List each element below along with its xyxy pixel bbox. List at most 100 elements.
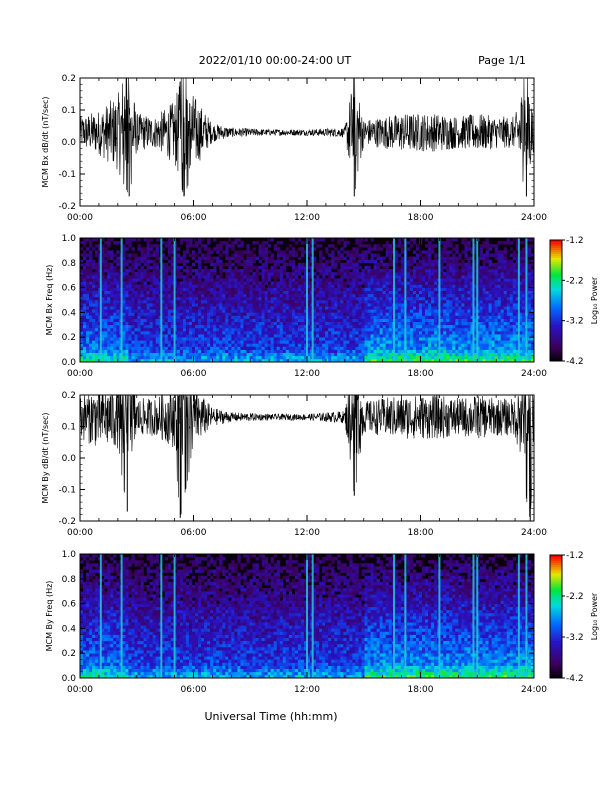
spectrogram-cell: [415, 265, 420, 270]
spectrogram-cell: [446, 256, 450, 260]
spectrogram-cell: [179, 355, 184, 360]
spectrogram-cell: [137, 315, 141, 319]
spectrogram-cell: [104, 241, 108, 245]
spectrogram-cell: [134, 287, 138, 291]
spectrogram-cell: [122, 293, 126, 298]
spectrogram-cell: [161, 300, 166, 304]
spectrogram-cell: [346, 281, 350, 285]
spectrogram-cell: [270, 355, 275, 360]
spectrogram-cell: [249, 290, 253, 295]
spectrogram-cell: [234, 278, 238, 282]
spectrogram-cell: [185, 284, 190, 288]
spectrogram-cell: [167, 278, 172, 282]
spectrogram-cell: [176, 247, 181, 251]
spectrogram-cell: [455, 269, 459, 273]
dbdt-series-line: [79, 77, 535, 196]
spectrogram-cell: [291, 315, 296, 319]
spectrogram-cell: [222, 334, 226, 338]
spectrogram-cell: [225, 253, 229, 257]
spectrogram-cell: [143, 337, 147, 341]
spectrogram-cell: [207, 269, 211, 273]
spectrogram-cell: [452, 346, 456, 350]
spectrogram-cell: [288, 238, 293, 242]
spectrogram-cell: [373, 259, 377, 264]
spectrogram-cell: [243, 303, 247, 307]
spectrogram-cell: [276, 318, 281, 322]
spectrogram-cell: [252, 265, 256, 270]
spectrogram-cell: [182, 340, 187, 344]
spectrogram-cell: [307, 250, 311, 254]
spectrogram-cell: [143, 256, 147, 260]
spectrogram-cell: [325, 309, 329, 313]
spectrogram-cell: [406, 327, 411, 332]
spectrogram-cell: [470, 343, 474, 347]
spectrogram-cell: [307, 346, 311, 350]
spectrogram-cell: [80, 324, 84, 329]
spectrogram-cell: [164, 265, 169, 270]
spectrogram-cell: [406, 303, 411, 307]
spectrogram-cell: [198, 337, 202, 341]
spectrogram-cell: [464, 343, 468, 347]
spectrogram-cell: [431, 272, 435, 276]
spectrogram-cell: [467, 287, 471, 291]
spectrogram-cell: [331, 334, 335, 338]
spectrogram-cell: [110, 331, 114, 335]
spectrogram-cell: [237, 306, 241, 310]
spectrogram-cell: [449, 296, 453, 301]
spectrogram-cell: [412, 355, 417, 360]
spectrogram-cell: [231, 321, 235, 326]
spectrogram-cell: [195, 355, 199, 360]
spectrogram-cell: [385, 278, 390, 282]
spectrogram-cell: [349, 278, 353, 282]
spectrogram-cell: [170, 281, 175, 285]
spectrogram-cell: [149, 309, 153, 313]
spectrogram-cell: [385, 272, 390, 276]
spectrogram-cell: [425, 262, 429, 267]
spectrogram-cell: [470, 312, 474, 316]
spectrogram-cell: [470, 334, 474, 338]
spectrogram-cell: [255, 346, 259, 350]
spectrogram-cell: [337, 287, 341, 291]
spectrogram-cell: [261, 321, 265, 326]
spectrogram-cell: [204, 247, 208, 251]
spectrogram-cell: [473, 262, 477, 267]
spectrogram-cell: [86, 269, 90, 273]
spectrogram-cell: [303, 309, 308, 313]
spectrogram-cell: [222, 281, 226, 285]
spectrogram-cell: [479, 318, 483, 322]
spectrogram-cell: [146, 309, 150, 313]
spectrogram-cell: [80, 306, 84, 310]
spectrogram-cell: [207, 346, 211, 350]
spectrogram-cell: [155, 300, 159, 304]
spectrogram-cell: [385, 296, 390, 301]
spectrogram-cell: [412, 303, 417, 307]
spectrogram-cell: [470, 337, 474, 341]
spectrogram-cell: [479, 337, 483, 341]
spectrogram-cell: [379, 293, 383, 298]
spectrogram-cell: [201, 315, 205, 319]
spectrogram-cell: [95, 358, 99, 363]
spectrogram-cell: [204, 340, 208, 344]
spectrogram-cell: [431, 327, 435, 332]
spectrogram-cell: [291, 287, 296, 291]
spectrogram-cell: [240, 250, 244, 254]
spectrogram-cell: [161, 303, 166, 307]
spectrogram-cell: [131, 318, 135, 322]
spectrogram-cell: [288, 340, 293, 344]
spectrogram-cell: [231, 275, 235, 279]
spectrogram-cell: [325, 346, 329, 350]
spectrogram-cell: [107, 281, 111, 285]
spectrogram-cell: [243, 358, 247, 363]
spectrogram-cell: [300, 315, 305, 319]
spectrogram-cell: [291, 259, 296, 264]
spectrogram-cell: [406, 284, 411, 288]
spectrogram-cell: [276, 355, 281, 360]
spectrogram-cell: [425, 318, 429, 322]
spectrogram-cell: [464, 334, 468, 338]
spectrogram-cell: [155, 250, 159, 254]
spectrogram-cell: [291, 343, 296, 347]
spectrogram-cell: [201, 321, 205, 326]
spectrogram-cell: [86, 346, 90, 350]
spectrogram-cell: [291, 321, 296, 326]
spectrogram-cell: [191, 352, 196, 357]
